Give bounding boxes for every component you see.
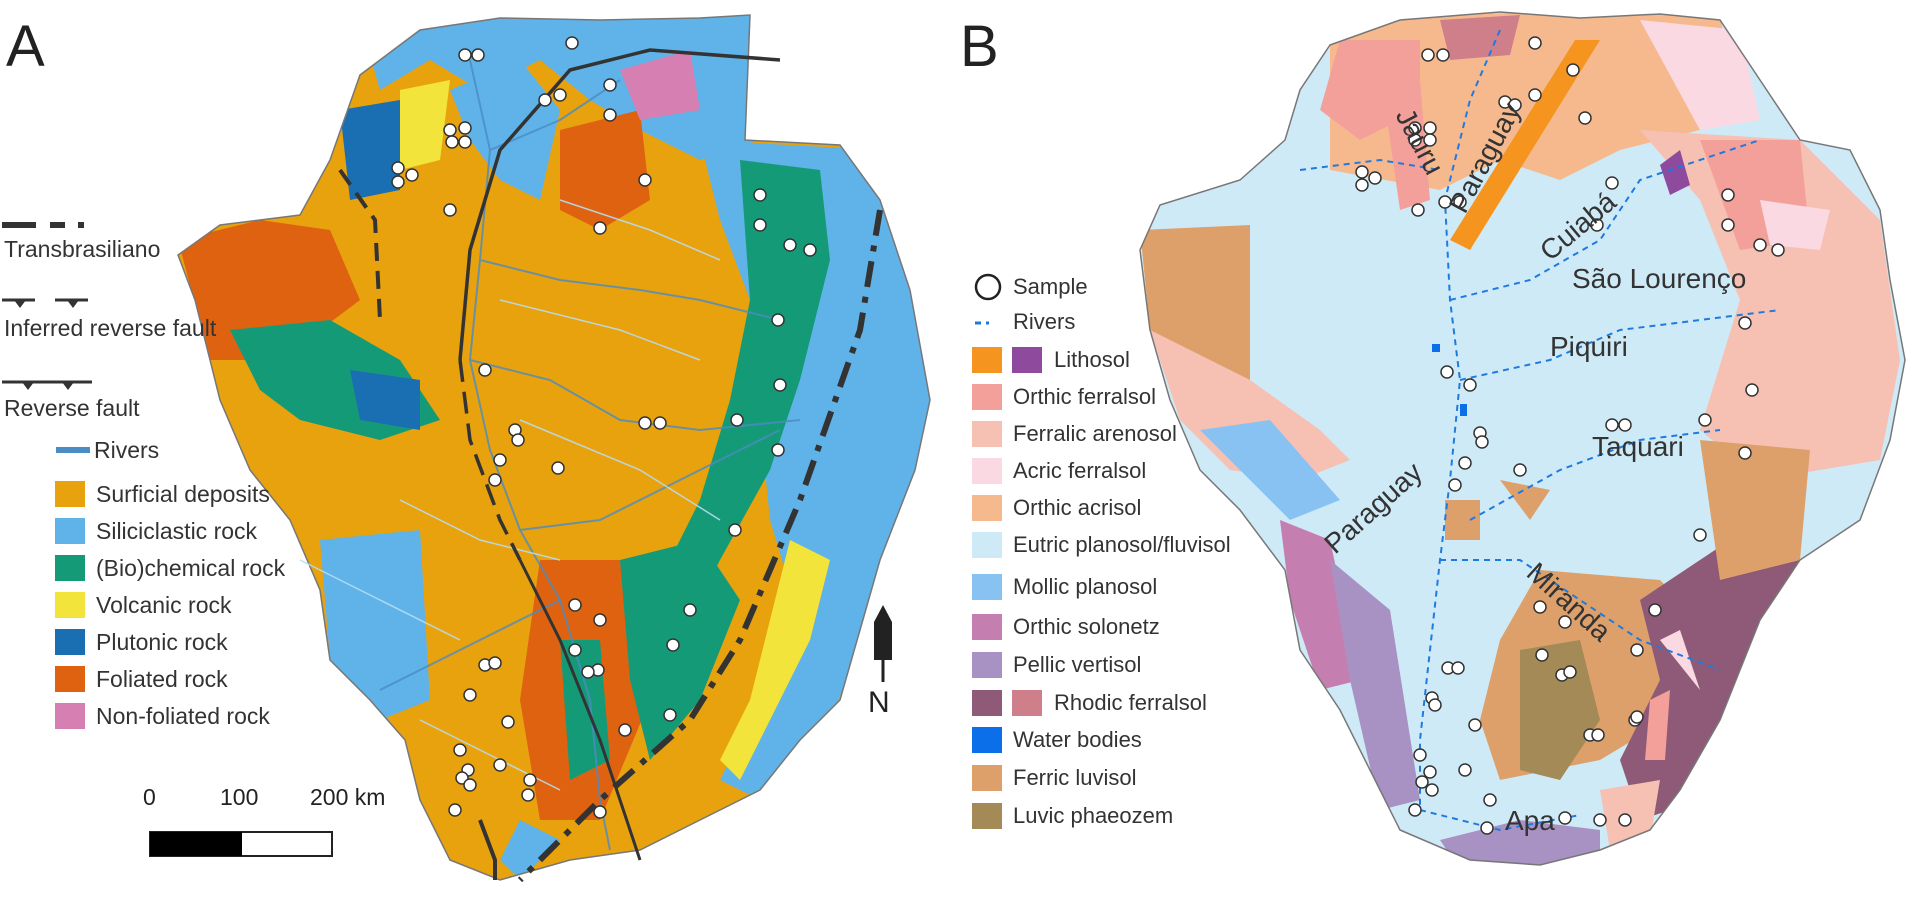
river-label-sao-lourenco: São Lourenço bbox=[1572, 263, 1746, 294]
legend-eutric-planosol: Eutric planosol/fluvisol bbox=[1013, 532, 1231, 557]
swatch-eutric-planosol bbox=[972, 532, 1002, 558]
legend-surficial-deposits: Surficial deposits bbox=[96, 481, 270, 507]
geology-map bbox=[178, 15, 930, 880]
rivers-b bbox=[1299, 29, 1781, 832]
swatch-orthic-acrisol bbox=[972, 495, 1002, 521]
scale-tick-100: 100 bbox=[220, 784, 259, 810]
legend-ferric-luvisol: Ferric luvisol bbox=[1013, 765, 1137, 790]
panel-label-b: B bbox=[960, 14, 999, 79]
north-arrow-label: N bbox=[868, 686, 890, 719]
legend-acric-ferralsol: Acric ferralsol bbox=[1013, 458, 1147, 483]
legend-water-bodies: Water bodies bbox=[1013, 727, 1142, 752]
legend-transbrasiliano: Transbrasiliano bbox=[4, 236, 161, 262]
swatch-volcanic-rock bbox=[55, 592, 85, 618]
legend-siliciclastic-rock: Siliciclastic rock bbox=[96, 518, 258, 544]
swatch-lithosol-2 bbox=[1012, 347, 1042, 373]
legend-orthic-acrisol: Orthic acrisol bbox=[1013, 495, 1142, 520]
swatch-orthic-ferralsol bbox=[972, 384, 1002, 410]
swatch-rhodic-ferralsol-1 bbox=[972, 690, 1002, 716]
swatch-foliated-rock bbox=[55, 666, 85, 692]
legend-volcanic-rock: Volcanic rock bbox=[96, 592, 232, 618]
swatch-biochemical-rock bbox=[55, 555, 85, 581]
swatch-mollic-planosol bbox=[972, 574, 1002, 600]
legend-luvic-phaeozem: Luvic phaeozem bbox=[1013, 803, 1174, 828]
swatch-ferric-luvisol bbox=[972, 765, 1002, 791]
scale-bar bbox=[149, 831, 333, 857]
swatch-non-foliated-rock bbox=[55, 703, 85, 729]
swatch-rhodic-ferralsol-2 bbox=[1012, 690, 1042, 716]
legend-orthic-ferralsol: Orthic ferralsol bbox=[1013, 384, 1157, 409]
soil-map bbox=[1140, 12, 1905, 865]
reverse-fault-line bbox=[458, 48, 781, 361]
scale-tick-200: 200 km bbox=[310, 784, 386, 810]
legend-rivers-a: Rivers bbox=[94, 437, 160, 463]
legend-lithosol: Lithosol bbox=[1054, 347, 1130, 372]
samples-a bbox=[391, 36, 817, 819]
samples-b bbox=[1355, 36, 1785, 835]
scale-tick-0: 0 bbox=[143, 784, 156, 810]
legend-rhodic-ferralsol: Rhodic ferralsol bbox=[1054, 690, 1207, 715]
legend-a-symbols bbox=[2, 222, 92, 453]
river-label-piquiri: Piquiri bbox=[1550, 331, 1628, 362]
swatch-acric-ferralsol bbox=[972, 458, 1002, 484]
legend-mollic-planosol: Mollic planosol bbox=[1013, 574, 1158, 599]
transbrasiliano-line bbox=[517, 209, 883, 883]
legend-orthic-solonetz: Orthic solonetz bbox=[1013, 614, 1160, 639]
inferred-reverse-fault-line bbox=[458, 359, 522, 561]
swatch-ferralic-arenosol bbox=[972, 421, 1002, 447]
legend-foliated-rock: Foliated rock bbox=[96, 666, 228, 692]
water-body bbox=[1432, 344, 1440, 352]
legend-reverse-fault: Reverse fault bbox=[4, 395, 140, 421]
swatch-water-bodies bbox=[972, 727, 1002, 753]
swatch-siliciclastic-rock bbox=[55, 518, 85, 544]
legend-rivers-b: Rivers bbox=[1013, 309, 1076, 334]
swatch-orthic-solonetz bbox=[972, 614, 1002, 640]
river-label-taquari: Taquari bbox=[1592, 431, 1684, 462]
panel-label-a: A bbox=[6, 14, 45, 79]
legend-sample: Sample bbox=[1013, 274, 1088, 299]
legend-pellic-vertisol: Pellic vertisol bbox=[1013, 652, 1142, 677]
legend-ferralic-arenosol: Ferralic arenosol bbox=[1013, 421, 1177, 446]
legend-non-foliated-rock: Non-foliated rock bbox=[96, 703, 270, 729]
swatch-surficial-deposits bbox=[55, 481, 85, 507]
swatch-pellic-vertisol bbox=[972, 652, 1002, 678]
north-arrow-symbol bbox=[874, 605, 892, 682]
swatch-luvic-phaeozem bbox=[972, 803, 1002, 829]
river-label-apa: Apa bbox=[1505, 805, 1555, 836]
legend-biochemical-rock: (Bio)chemical rock bbox=[96, 555, 286, 581]
legend-inferred-reverse-fault: Inferred reverse fault bbox=[4, 315, 217, 341]
legend-plutonic-rock: Plutonic rock bbox=[96, 629, 228, 655]
legend-b-symbols bbox=[974, 273, 1002, 325]
swatch-plutonic-rock bbox=[55, 629, 85, 655]
water-body bbox=[1460, 404, 1467, 416]
swatch-lithosol-1 bbox=[972, 347, 1002, 373]
